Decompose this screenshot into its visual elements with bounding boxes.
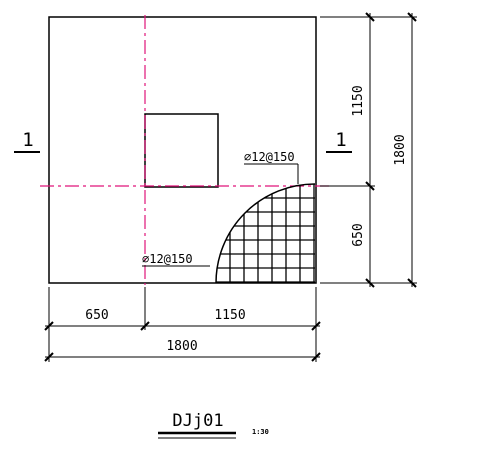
section-mark-right: 1: [326, 129, 352, 153]
dimension-bottom: [44, 287, 321, 362]
dim-bottom-650: 650: [85, 308, 108, 323]
drawing-scale: 1:30: [252, 428, 269, 436]
rebar-label-lower: ⌀12@150: [142, 252, 193, 266]
dim-right-1150: 1150: [351, 85, 366, 116]
dim-bottom-1150: 1150: [214, 308, 245, 323]
column-outline: [144, 113, 219, 188]
dim-right-650: 650: [351, 223, 366, 246]
section-mark-left-number: 1: [22, 129, 33, 151]
rebar-label-upper: ⌀12@150: [244, 150, 295, 164]
drawing-title: DJj01: [172, 411, 223, 431]
rebar-detail-arc: [215, 183, 316, 284]
dimension-right: [320, 12, 417, 288]
dim-bottom-1800: 1800: [166, 339, 197, 354]
footing-outline: [48, 16, 317, 284]
rebar-detail: [215, 183, 316, 284]
dim-right-1800: 1800: [393, 134, 408, 165]
rebar-grid: [216, 184, 315, 283]
section-mark-left: 1: [14, 129, 40, 153]
section-mark-right-number: 1: [335, 129, 346, 151]
